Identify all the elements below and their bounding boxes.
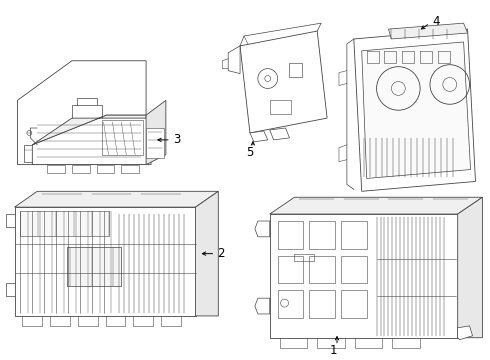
- Polygon shape: [47, 165, 65, 172]
- Polygon shape: [309, 290, 335, 318]
- Polygon shape: [458, 197, 483, 338]
- Polygon shape: [146, 100, 166, 165]
- Polygon shape: [309, 256, 335, 283]
- Polygon shape: [270, 197, 483, 214]
- Polygon shape: [255, 221, 270, 237]
- Polygon shape: [289, 63, 302, 77]
- Polygon shape: [122, 165, 139, 172]
- Polygon shape: [270, 100, 292, 114]
- Polygon shape: [32, 115, 146, 145]
- Text: 2: 2: [217, 247, 225, 260]
- Text: 5: 5: [246, 146, 253, 159]
- Polygon shape: [146, 128, 164, 158]
- Polygon shape: [18, 61, 146, 165]
- Polygon shape: [270, 128, 290, 140]
- Polygon shape: [278, 221, 303, 249]
- Polygon shape: [362, 42, 470, 179]
- Polygon shape: [341, 221, 367, 249]
- Polygon shape: [240, 31, 327, 133]
- Polygon shape: [228, 46, 240, 73]
- Polygon shape: [354, 29, 475, 191]
- Polygon shape: [5, 214, 15, 227]
- Text: 4: 4: [432, 15, 440, 28]
- Polygon shape: [196, 191, 218, 316]
- Polygon shape: [21, 211, 109, 236]
- Text: 1: 1: [330, 344, 338, 357]
- Polygon shape: [15, 191, 218, 207]
- Text: 3: 3: [173, 133, 180, 147]
- Polygon shape: [458, 326, 472, 340]
- Polygon shape: [341, 290, 367, 318]
- Polygon shape: [255, 298, 270, 314]
- Polygon shape: [67, 247, 122, 286]
- Polygon shape: [389, 23, 467, 39]
- Polygon shape: [278, 290, 303, 318]
- Polygon shape: [101, 120, 143, 155]
- Polygon shape: [32, 115, 151, 165]
- Polygon shape: [278, 256, 303, 283]
- Polygon shape: [341, 256, 367, 283]
- Polygon shape: [309, 221, 335, 249]
- Polygon shape: [5, 283, 15, 296]
- Polygon shape: [270, 214, 458, 338]
- Polygon shape: [97, 165, 115, 172]
- Polygon shape: [250, 131, 268, 142]
- Polygon shape: [15, 207, 196, 316]
- Polygon shape: [72, 165, 90, 172]
